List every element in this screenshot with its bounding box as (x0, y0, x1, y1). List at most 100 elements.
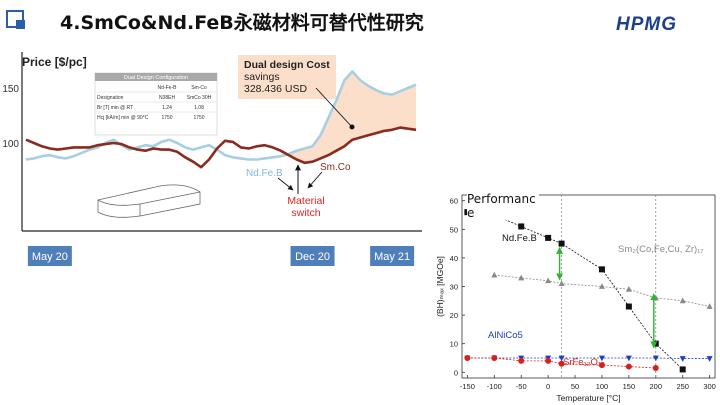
x-tick-label: -50 (516, 382, 527, 391)
y-tick-label: 150 (2, 84, 19, 95)
marker (598, 355, 605, 362)
marker (679, 356, 686, 362)
title-icon (16, 20, 25, 29)
slide-title: 4.SmCo&Nd.FeB永磁材料可替代性研究 (60, 12, 424, 34)
x-tick-label: 50 (571, 382, 579, 391)
marker (518, 274, 525, 281)
y-tick-label: 30 (450, 283, 458, 292)
inset-table-cell: 1750 (193, 115, 204, 121)
y-tick-label: 10 (450, 340, 458, 349)
marker (652, 364, 659, 371)
inset-table-cell: SmCo 30H (187, 95, 212, 101)
x-tick-box (27, 246, 72, 266)
switch-text: switch (291, 207, 320, 219)
savings-text: savings (244, 71, 280, 83)
marker (679, 366, 686, 373)
x-tick-label: May 20 (32, 251, 68, 263)
y-tick-label: 20 (450, 311, 458, 320)
marker (625, 303, 632, 310)
series-line (467, 357, 656, 369)
x-tick-label: May 21 (374, 251, 410, 263)
y-tick-label: 60 (450, 197, 458, 206)
magnet-sketch (97, 191, 201, 216)
x-tick-label: 300 (703, 382, 716, 391)
inset-table-title: Dual Design Configuration (124, 75, 188, 81)
series-label: AlNiCo5 (488, 330, 523, 341)
marker (558, 240, 565, 247)
series-line (494, 274, 710, 307)
marker (518, 357, 525, 364)
savings-text: Dual design Cost (244, 59, 330, 71)
marker (652, 355, 659, 362)
inset-table-title-bg (95, 73, 217, 81)
y-axis-label: Price [$/pc] (22, 55, 87, 69)
marker (558, 355, 565, 362)
series-line (467, 357, 710, 359)
marker (491, 354, 498, 361)
marker (598, 283, 605, 289)
series-label: Sm₂(Co,Fe,Cu, Zr)₁₇ (618, 244, 704, 255)
inset-table-cell: Br [T] min @ RT (97, 105, 133, 111)
series-line (467, 211, 683, 370)
x-tick-label: 250 (676, 382, 689, 391)
marker (625, 363, 632, 370)
plot-frame (461, 194, 716, 379)
inset-table-cell: 1.24 (162, 105, 172, 111)
marker (558, 360, 565, 367)
marker (545, 357, 552, 364)
x-axis-label: Temperature [°C] (556, 393, 620, 403)
x-tick-label: -100 (487, 382, 502, 391)
x-tick-label: -150 (460, 382, 475, 391)
inset-table-cell: 1.08 (194, 105, 204, 111)
x-tick-label: 0 (546, 382, 550, 391)
savings-text: 328.436 USD (244, 83, 307, 95)
inset-table-cell: N38EH (159, 95, 176, 101)
marker (464, 354, 471, 361)
marker (598, 266, 605, 273)
series-label: Nd.Fe.B (502, 233, 537, 244)
marker (518, 223, 525, 230)
magnet-sketch (97, 184, 201, 218)
logo: HPMG (616, 14, 677, 35)
y-tick-label: 100 (2, 139, 19, 150)
marker (491, 271, 498, 278)
callout (315, 87, 353, 128)
price-line (25, 126, 417, 169)
marker (679, 297, 686, 304)
inset-table-header: Nd-Fe-B (158, 85, 178, 91)
series-label: Nd.Fe.B (246, 168, 283, 179)
marker (598, 362, 605, 369)
callout (307, 171, 323, 189)
marker (545, 277, 552, 284)
marker (545, 234, 552, 241)
marker (706, 356, 713, 362)
x-tick-label: Dec 20 (295, 251, 330, 263)
inset-table (94, 72, 218, 136)
y-axis-label: (BH)ₘₐₓ [MGOe] (435, 256, 445, 317)
marker (706, 303, 713, 309)
x-tick-box (290, 246, 335, 266)
marker (625, 355, 632, 362)
y-tick-label: 50 (450, 225, 458, 234)
x-tick-label: 100 (596, 382, 609, 391)
series-label: Sm.Co (320, 162, 351, 173)
inset-table-cell: Hcj [kA/m] min @ 90°C (97, 115, 149, 121)
price-line (25, 70, 417, 161)
inset-table-cell: Designation (97, 95, 124, 101)
x-tick-label: 200 (650, 382, 663, 391)
marker (558, 280, 565, 287)
series-label: SrFe₁₂O₁₉ (563, 357, 605, 368)
callout (277, 177, 294, 191)
inset-table-header: Sm-Co (191, 85, 207, 91)
marker (625, 286, 632, 292)
callout-dot (349, 124, 355, 130)
x-tick-label: 150 (623, 382, 636, 391)
y-tick-label: 0 (454, 368, 458, 377)
inset-table-cell: 1750 (161, 115, 172, 121)
y-tick-label: 40 (450, 254, 458, 263)
switch-text: Material (287, 195, 324, 207)
x-tick-box (370, 246, 415, 266)
note: Performance (467, 192, 539, 220)
